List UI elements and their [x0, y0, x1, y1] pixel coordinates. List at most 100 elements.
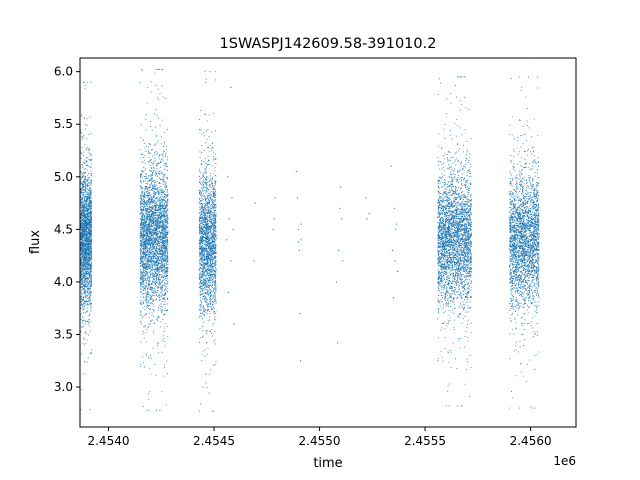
data-point: [90, 255, 92, 257]
data-point: [157, 344, 158, 346]
data-point: [155, 256, 157, 258]
data-point: [145, 300, 146, 302]
data-point: [140, 288, 142, 290]
data-point: [80, 225, 82, 227]
data-point: [90, 219, 92, 221]
data-point: [141, 216, 142, 218]
data-point: [81, 261, 83, 263]
data-point: [156, 240, 158, 242]
data-point: [161, 245, 163, 247]
data-point: [140, 175, 142, 177]
data-point: [151, 162, 153, 164]
data-point: [166, 275, 168, 277]
data-point: [81, 186, 83, 188]
data-point: [157, 267, 159, 269]
data-point: [153, 154, 155, 156]
data-point: [153, 211, 155, 213]
data-point: [145, 172, 147, 174]
data-point: [80, 221, 82, 223]
data-point: [162, 181, 164, 183]
data-point: [144, 202, 146, 204]
data-point: [150, 274, 152, 276]
data-point: [161, 229, 163, 231]
data-point: [153, 264, 155, 266]
data-point: [85, 269, 87, 271]
data-point: [153, 188, 155, 190]
data-point: [157, 221, 159, 222]
data-point: [82, 282, 84, 284]
data-point: [164, 254, 166, 256]
data-point: [163, 282, 165, 284]
data-point: [82, 189, 84, 191]
data-point: [150, 357, 152, 359]
data-point: [148, 195, 150, 196]
data-point: [148, 211, 150, 213]
data-point: [82, 213, 83, 215]
data-point: [87, 268, 89, 270]
data-point: [91, 175, 92, 177]
data-point: [88, 182, 90, 184]
data-point: [158, 222, 160, 224]
data-point: [86, 302, 88, 304]
data-point: [88, 258, 90, 260]
data-point: [149, 296, 151, 298]
data-point: [83, 258, 85, 260]
data-point: [159, 250, 161, 252]
data-point: [84, 303, 86, 305]
data-point: [82, 183, 84, 185]
data-point: [83, 228, 85, 230]
data-point: [81, 225, 83, 227]
data-point: [81, 239, 82, 240]
data-point: [142, 230, 144, 232]
data-point: [151, 283, 153, 285]
data-point: [142, 217, 144, 219]
data-point: [153, 205, 155, 207]
data-point: [157, 230, 159, 232]
data-point: [160, 225, 162, 227]
data-point: [144, 215, 146, 217]
data-point: [83, 235, 85, 236]
data-point: [90, 205, 92, 207]
data-point: [90, 259, 92, 261]
data-point: [145, 264, 147, 266]
data-point: [143, 273, 145, 275]
data-point: [161, 226, 163, 228]
data-point: [88, 240, 90, 242]
data-point: [146, 249, 148, 251]
data-point: [163, 174, 165, 176]
data-point: [151, 201, 153, 203]
data-point: [165, 247, 167, 249]
data-point: [159, 283, 160, 285]
data-point: [149, 272, 150, 274]
data-point: [163, 225, 165, 227]
data-point: [166, 176, 168, 178]
data-point: [80, 388, 82, 390]
data-point: [156, 292, 158, 293]
data-point: [90, 211, 92, 213]
data-point: [85, 248, 87, 250]
data-point: [153, 200, 155, 202]
data-point: [163, 176, 165, 178]
data-point: [82, 226, 84, 227]
data-point: [155, 217, 157, 219]
data-point: [151, 226, 153, 228]
data-point: [153, 201, 154, 203]
data-point: [86, 191, 88, 193]
data-point: [157, 289, 159, 291]
data-point: [145, 227, 147, 229]
data-point: [89, 200, 91, 201]
data-point: [155, 244, 156, 246]
data-point: [82, 322, 83, 324]
data-point: [142, 284, 144, 285]
data-point: [90, 229, 92, 231]
data-point: [153, 212, 155, 214]
data-point: [157, 236, 159, 238]
data-point: [86, 259, 88, 261]
data-point: [83, 235, 85, 237]
data-point: [140, 276, 142, 278]
data-point: [164, 253, 166, 255]
data-point: [157, 200, 159, 202]
data-point: [145, 222, 147, 224]
data-point: [145, 212, 146, 214]
data-point: [84, 84, 86, 86]
